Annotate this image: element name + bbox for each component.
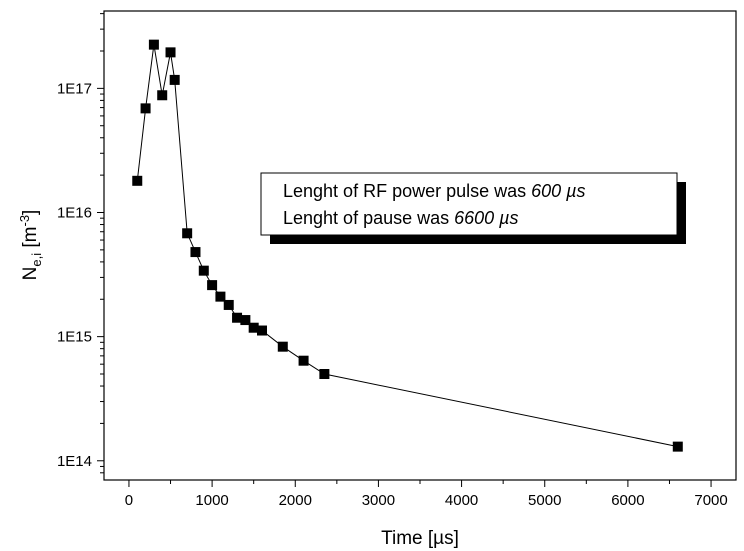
plot-frame: [103, 10, 737, 481]
x-tick-label: 2000: [279, 492, 312, 509]
data-point: [240, 315, 251, 326]
legend-box: [260, 172, 678, 236]
data-point: [248, 322, 259, 333]
data-point: [169, 74, 180, 85]
data-point: [215, 291, 226, 302]
data-point: [198, 265, 209, 276]
x-tick-label: 6000: [611, 492, 644, 509]
data-point: [319, 369, 330, 380]
data-point: [257, 325, 267, 336]
data-points: [132, 39, 683, 452]
y-axis-title: Ne,i [m-3]: [17, 210, 44, 281]
x-axis-title: Time [µs]: [381, 528, 459, 549]
x-axis: 0 1000 2000 3000 4000 5000 6000 7000: [125, 480, 728, 509]
y-tick-label: 1E17: [57, 80, 92, 97]
data-point: [190, 247, 201, 258]
data-point: [148, 39, 159, 50]
data-point: [223, 299, 234, 310]
x-tick-label: 7000: [694, 492, 727, 509]
x-tick-label: 4000: [445, 492, 478, 509]
data-point: [277, 341, 288, 352]
data-point: [132, 175, 143, 186]
y-tick-label: 1E15: [57, 329, 92, 346]
y-tick-label: 1E14: [57, 453, 92, 470]
x-tick-label: 1000: [195, 492, 228, 509]
data-point: [140, 103, 151, 114]
data-point: [157, 90, 168, 101]
data-point: [232, 312, 243, 323]
y-axis: 1E14 1E15 1E16 1E17: [57, 13, 104, 474]
x-tick-label: 0: [125, 492, 133, 509]
data-point: [298, 355, 309, 366]
data-point: [182, 228, 193, 239]
data-point: [672, 441, 683, 452]
x-tick-label: 3000: [362, 492, 395, 509]
data-point: [165, 47, 176, 58]
x-tick-label: 5000: [528, 492, 561, 509]
y-tick-label: 1E16: [57, 205, 92, 222]
legend-line-2: Lenght of pause was 6600 µs: [283, 208, 519, 228]
series-line: [136, 44, 678, 448]
legend-line-1: Lenght of RF power pulse was 600 µs: [283, 181, 586, 201]
data-point: [207, 280, 218, 291]
